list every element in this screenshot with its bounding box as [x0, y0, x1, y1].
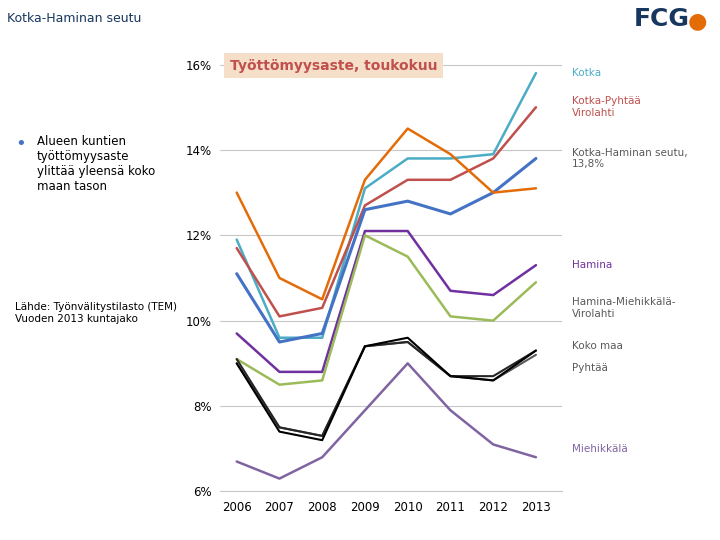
Text: Miehikkälä: Miehikkälä — [572, 444, 628, 454]
Text: Lähde: Työnvälitystilasto (TEM)
Vuoden 2013 kuntajako: Lähde: Työnvälitystilasto (TEM) Vuoden 2… — [15, 302, 177, 324]
Text: Kotka-Haminan seutu,
13,8%: Kotka-Haminan seutu, 13,8% — [572, 147, 688, 169]
Text: FCG: FCG — [634, 7, 690, 31]
Text: •: • — [15, 135, 26, 153]
Text: Alueen kuntien
työttömyysaste
ylittää yleensä koko
maan tason: Alueen kuntien työttömyysaste ylittää yl… — [37, 135, 155, 193]
Text: Koko maa: Koko maa — [572, 341, 623, 351]
Text: Hamina: Hamina — [572, 260, 612, 270]
Text: Hamina-Miehikkälä-
Virolahti: Hamina-Miehikkälä- Virolahti — [572, 297, 675, 319]
Text: ●: ● — [688, 11, 707, 31]
Text: Työttömyysaste, toukokuu: Työttömyysaste, toukokuu — [230, 59, 437, 73]
Text: Pyhtää: Pyhtää — [572, 363, 608, 373]
Text: Kotka-Haminan seutu: Kotka-Haminan seutu — [7, 12, 142, 25]
Text: Kotka-Pyhtää
Virolahti: Kotka-Pyhtää Virolahti — [572, 97, 641, 118]
Text: Kotka: Kotka — [572, 68, 601, 78]
